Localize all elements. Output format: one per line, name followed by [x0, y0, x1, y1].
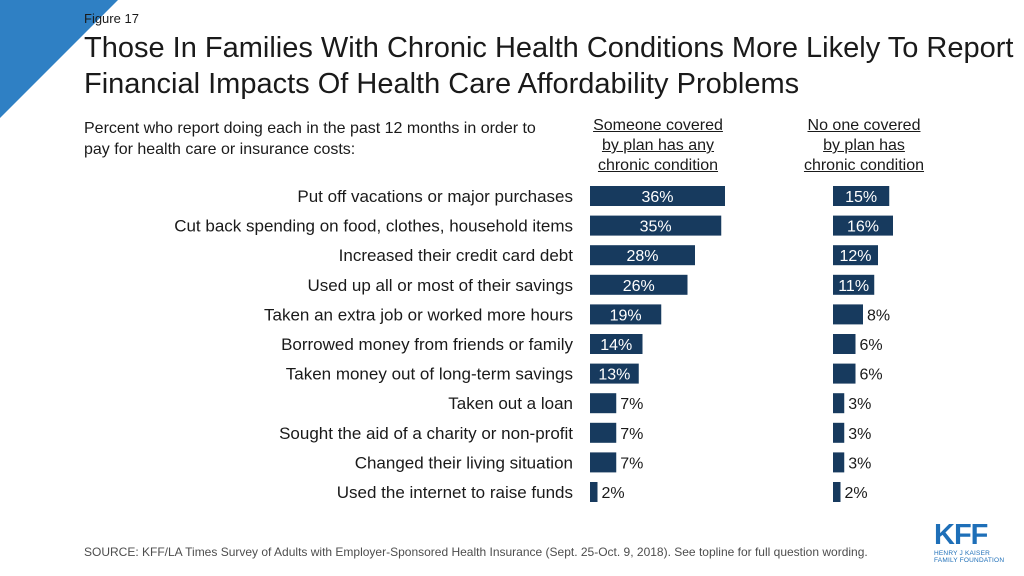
category-label: Taken money out of long-term savings [286, 365, 573, 384]
data-label: 19% [610, 307, 642, 324]
data-label: 15% [845, 189, 877, 206]
column-header-line: by plan has [823, 137, 905, 154]
column-header-line: No one covered [807, 117, 921, 134]
chart-title: Those In Families With Chronic Health Co… [84, 32, 1014, 100]
category-label: Used the internet to raise funds [337, 483, 573, 502]
data-label: 13% [598, 367, 630, 384]
bar [833, 422, 845, 443]
data-label: 7% [620, 455, 643, 472]
figure-label: Figure 17 [84, 11, 139, 26]
data-label: 3% [848, 455, 871, 472]
bar [590, 452, 617, 473]
bar [833, 452, 845, 473]
bar [590, 422, 617, 443]
category-label: Increased their credit card debt [339, 246, 574, 265]
column-header-chronic: Someone covered by plan has any chronic … [578, 116, 738, 176]
data-label: 3% [848, 426, 871, 443]
bar [590, 274, 688, 295]
data-label: 12% [839, 248, 871, 265]
category-label: Cut back spending on food, clothes, hous… [174, 217, 573, 236]
data-label: 26% [623, 278, 655, 295]
bar [590, 245, 695, 266]
column-header-no-chronic: No one covered by plan has chronic condi… [784, 116, 944, 176]
corner-accent [0, 0, 118, 118]
data-label: 2% [602, 485, 625, 502]
bar [833, 304, 863, 325]
category-label: Changed their living situation [355, 453, 573, 472]
bar [833, 363, 856, 384]
bar [590, 363, 639, 384]
bar [590, 215, 722, 236]
bar [833, 274, 875, 295]
bar [590, 304, 662, 325]
data-label: 6% [860, 367, 883, 384]
column-header-line: Someone covered [593, 117, 723, 134]
category-label: Sought the aid of a charity or non-profi… [279, 424, 573, 443]
kff-logo: KFF HENRY J KAISER FAMILY FOUNDATION [934, 520, 1014, 570]
bar [590, 482, 598, 502]
bar [833, 215, 893, 236]
column-header-line: chronic condition [803, 157, 925, 174]
data-label: 7% [620, 426, 643, 443]
column-header-line: by plan has any [601, 137, 715, 154]
bar [590, 186, 725, 206]
data-label: 14% [600, 337, 632, 354]
data-label: 28% [626, 248, 658, 265]
data-label: 2% [845, 485, 868, 502]
category-label: Taken out a loan [448, 394, 573, 413]
column-header-line: chronic condition [597, 157, 719, 174]
logo-wordmark: KFF [934, 519, 988, 551]
bar [833, 245, 878, 266]
chart-subtitle: Percent who report doing each in the pas… [84, 120, 536, 158]
category-label: Taken an extra job or worked more hours [264, 305, 573, 324]
category-label: Put off vacations or major purchases [297, 187, 573, 206]
data-label: 36% [641, 189, 673, 206]
data-label: 7% [620, 396, 643, 413]
bar [833, 186, 890, 206]
bar [833, 482, 841, 502]
logo-subtitle: FAMILY FOUNDATION [934, 557, 1005, 564]
bar [590, 393, 617, 414]
data-label: 35% [640, 219, 672, 236]
data-label: 8% [867, 307, 890, 324]
logo-subtitle: HENRY J KAISER [934, 550, 991, 557]
data-label: 11% [838, 278, 869, 295]
category-label: Borrowed money from friends or family [281, 335, 573, 354]
bar [833, 393, 845, 414]
data-label: 16% [847, 219, 879, 236]
bar [833, 334, 856, 354]
data-label: 3% [848, 396, 871, 413]
bar [590, 334, 643, 354]
data-label: 6% [860, 337, 883, 354]
source-note: SOURCE: KFF/LA Times Survey of Adults wi… [84, 545, 868, 559]
category-label: Used up all or most of their savings [307, 276, 573, 295]
